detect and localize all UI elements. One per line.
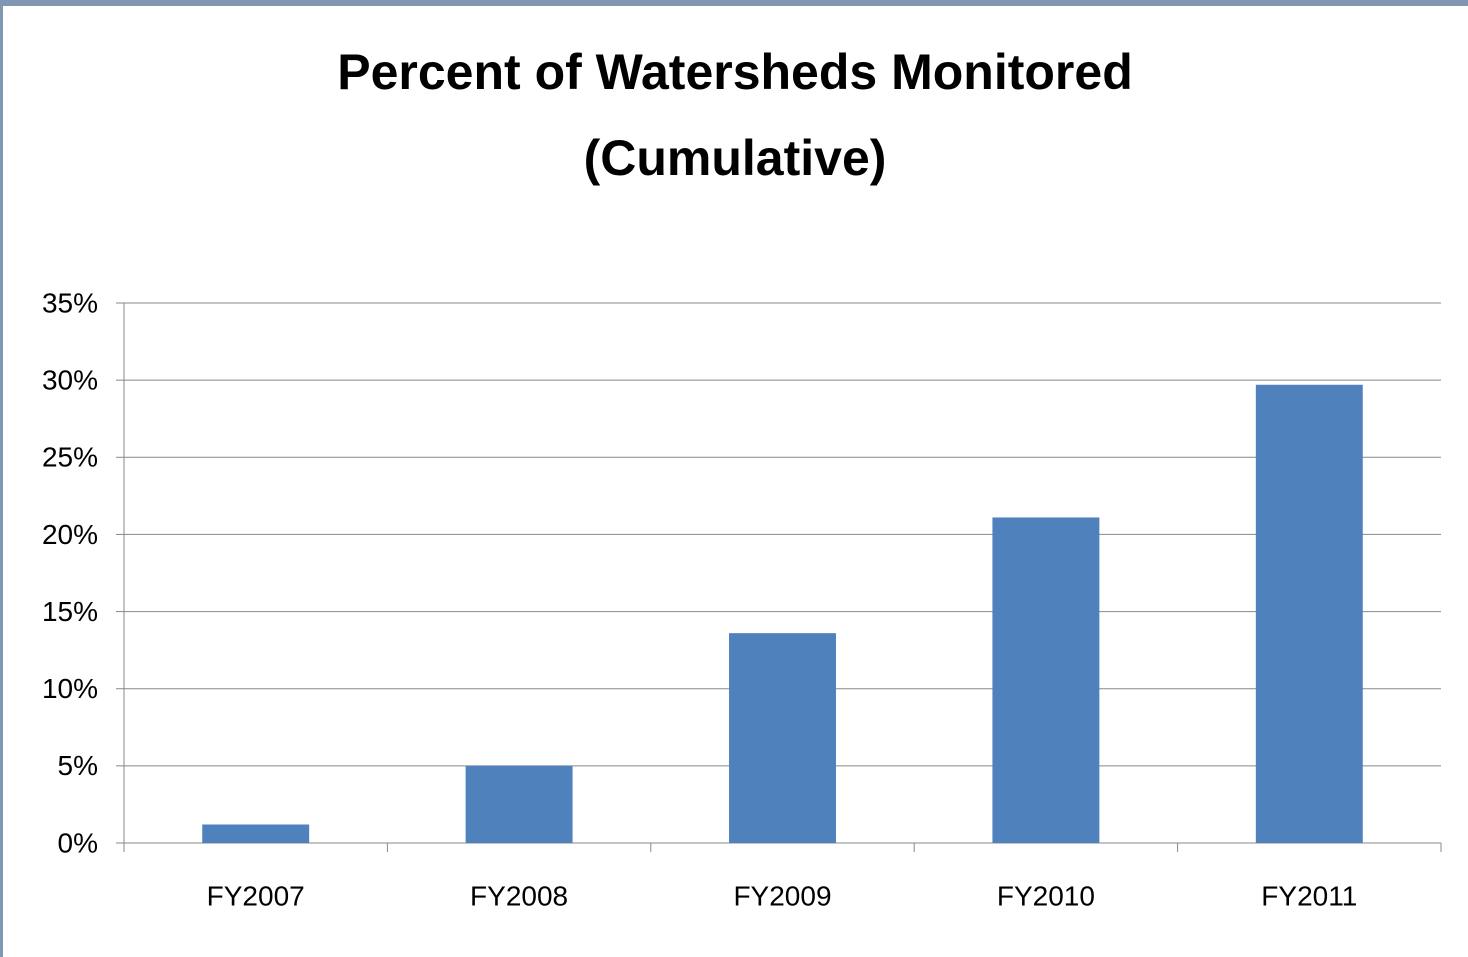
y-tick-label: 25% xyxy=(42,442,98,473)
x-tick-label: FY2008 xyxy=(470,880,568,911)
y-tick-label: 0% xyxy=(58,827,98,858)
bar xyxy=(465,765,573,843)
y-tick-label: 20% xyxy=(42,519,98,550)
chart-title: (Cumulative) xyxy=(584,130,887,186)
frame-top xyxy=(0,0,1468,6)
bar xyxy=(729,633,836,843)
y-tick-label: 5% xyxy=(58,750,98,781)
bar xyxy=(992,517,1100,843)
chart-title: Percent of Watersheds Monitored xyxy=(337,44,1132,100)
y-tick-label: 10% xyxy=(42,673,98,704)
bar xyxy=(1255,384,1363,843)
bar xyxy=(202,824,310,843)
frame-left xyxy=(0,0,3,957)
x-tick-label: FY2009 xyxy=(733,880,831,911)
y-tick-label: 35% xyxy=(42,287,98,318)
x-tick-label: FY2011 xyxy=(1261,880,1357,911)
y-tick-label: 30% xyxy=(42,365,98,396)
x-tick-label: FY2010 xyxy=(997,880,1095,911)
x-tick-label: FY2007 xyxy=(207,880,305,911)
y-tick-label: 15% xyxy=(42,596,98,627)
